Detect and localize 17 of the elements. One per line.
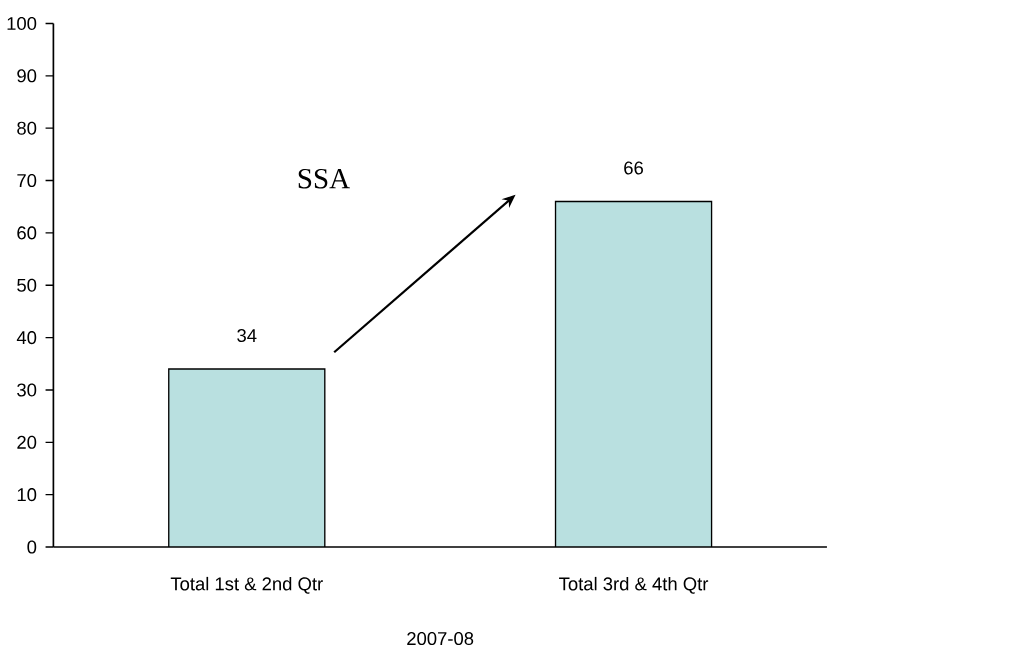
data-label: 66: [624, 161, 644, 175]
y-tick-label: 10: [17, 488, 37, 502]
x-tick-label: Total 3rd & 4th Qtr: [559, 576, 709, 594]
y-tick-label: 40: [16, 330, 37, 345]
y-tick-label: 70: [17, 173, 37, 187]
y-tick-label: 0: [27, 540, 37, 554]
y-tick-label: 30: [17, 383, 37, 397]
y-tick-label: 60: [17, 226, 37, 240]
y-tick-label: 80: [17, 121, 37, 135]
annotation: SSA: [298, 168, 350, 189]
y-tick-label: 90: [17, 69, 37, 83]
y-tick-label: 20: [17, 435, 37, 449]
y-tick-label: 100: [7, 16, 37, 30]
x-axis-title: 2007-08: [407, 631, 474, 645]
y-tick-label: 50: [17, 278, 37, 292]
data-label: 34: [237, 328, 257, 342]
x-tick-label: Total 1st & 2nd Qtr: [170, 576, 323, 594]
